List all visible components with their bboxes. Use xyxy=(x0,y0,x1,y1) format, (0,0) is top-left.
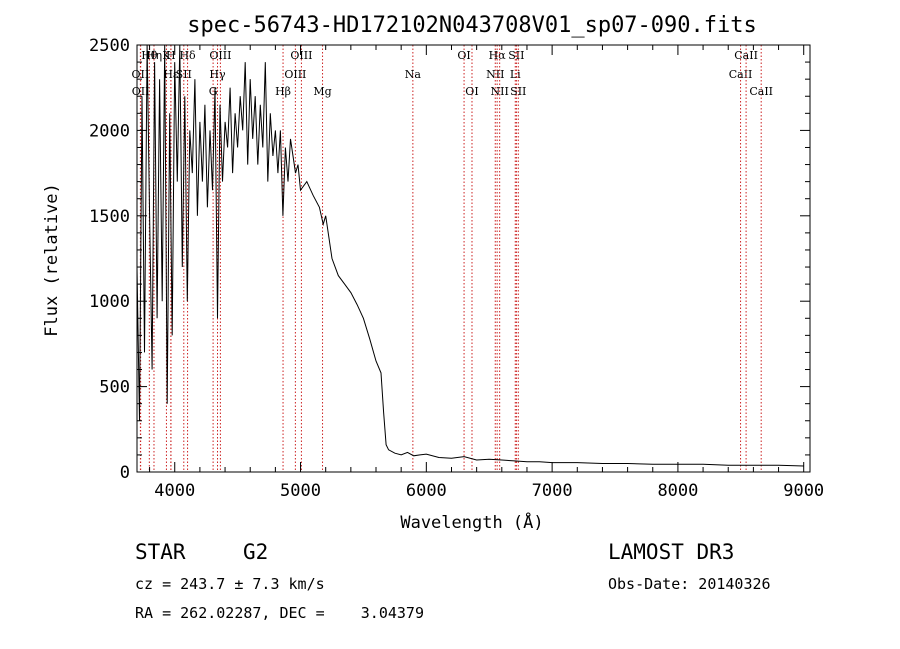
x-tick-label: 6000 xyxy=(406,481,447,501)
x-tick-label: 7000 xyxy=(532,481,573,501)
coordinates-readout: RA = 262.02287, DEC = 3.04379 xyxy=(135,604,424,622)
object-class: STAR xyxy=(135,540,186,564)
x-tick-label: 4000 xyxy=(154,481,195,501)
line-label: Hβ xyxy=(275,85,291,98)
y-tick-label: 0 xyxy=(120,463,130,483)
plot-frame xyxy=(136,44,811,473)
line-label: OIII xyxy=(209,49,231,62)
x-axis: 4000 5000 6000 7000 8000 9000 xyxy=(149,45,824,501)
x-tick-label: 9000 xyxy=(783,481,824,501)
line-label: K xyxy=(162,49,171,62)
line-label: OII xyxy=(132,85,150,98)
spectrum-series xyxy=(136,44,804,467)
line-label: Hη xyxy=(146,49,162,62)
y-tick-label: 2000 xyxy=(89,121,130,141)
line-label: Hγ xyxy=(209,68,226,81)
line-label: SII xyxy=(176,68,192,81)
line-label: OIII xyxy=(284,68,306,81)
y-tick-label: 1000 xyxy=(89,292,130,312)
line-label: CaII xyxy=(729,68,753,81)
x-tick-label: 5000 xyxy=(280,481,321,501)
redshift-readout: cz = 243.7 ± 7.3 km/s xyxy=(135,575,325,593)
line-label: G xyxy=(209,85,218,98)
line-label: OI xyxy=(465,85,478,98)
spectrum-line xyxy=(136,44,804,467)
line-label: Li xyxy=(510,68,521,81)
line-label: CaII xyxy=(734,49,758,62)
observation-date: Obs-Date: 20140326 xyxy=(608,575,771,593)
line-label: OIII xyxy=(290,49,312,62)
line-label: Na xyxy=(405,68,422,81)
line-label: Hα xyxy=(489,49,507,62)
x-axis-title: Wavelength (Å) xyxy=(400,511,543,533)
line-label: CaII xyxy=(749,85,773,98)
object-subclass: G2 xyxy=(243,540,269,564)
spectral-line-markers: OIIOIIHθHηKHHεHδSIIGHγOIIIHβOIIIOIIIMgNa… xyxy=(132,45,773,472)
y-tick-label: 500 xyxy=(99,378,130,398)
line-label: Hδ xyxy=(179,49,196,62)
y-axis-title: Flux (relative) xyxy=(42,183,62,337)
chart-title: spec-56743-HD172102N043708V01_sp07-090.f… xyxy=(187,13,757,38)
line-label: OI xyxy=(457,49,470,62)
y-tick-label: 1500 xyxy=(89,207,130,227)
line-label: NII xyxy=(486,68,504,81)
x-tick-label: 8000 xyxy=(657,481,698,501)
survey-name: LAMOST DR3 xyxy=(608,540,735,564)
y-axis: 0 500 1000 1500 2000 2500 xyxy=(89,36,810,483)
line-label: NII xyxy=(491,85,509,98)
line-label: SII xyxy=(510,85,526,98)
line-label: SII xyxy=(508,49,524,62)
line-label: Mg xyxy=(313,85,331,98)
y-tick-label: 2500 xyxy=(89,36,130,56)
